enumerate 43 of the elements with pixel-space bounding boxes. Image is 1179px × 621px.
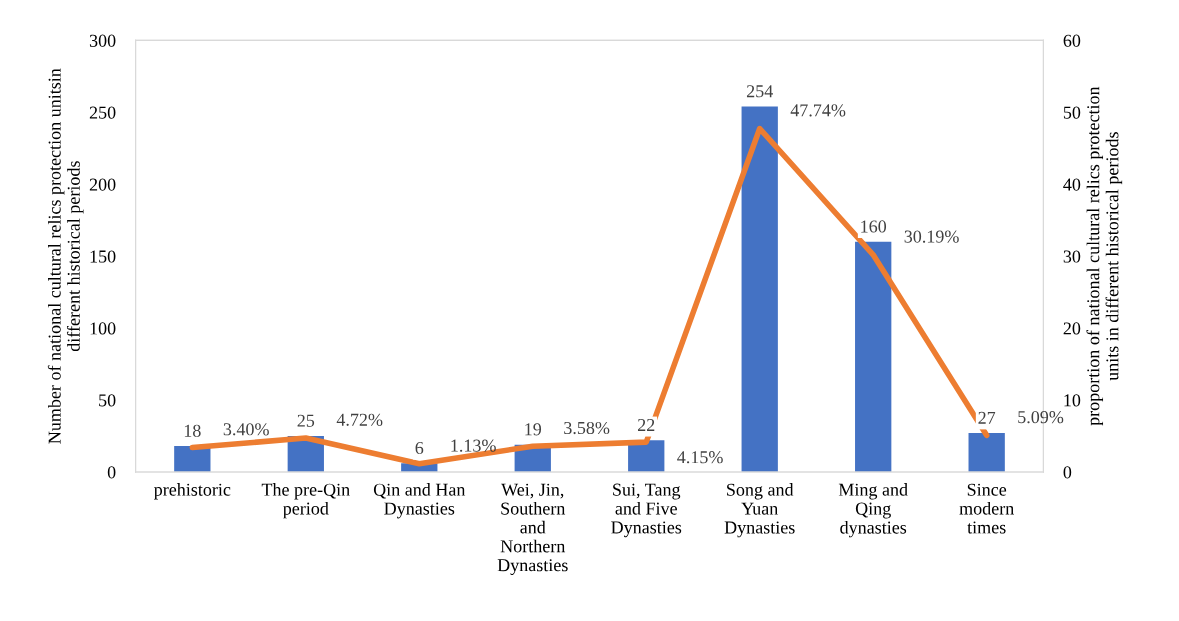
data-label: 4.15% (677, 451, 723, 464)
y2-tick-label: 60 (1063, 34, 1081, 47)
data-label: 18 (184, 424, 201, 437)
x-tick-label: Sui, Tang and Five Dynasties (611, 483, 682, 538)
y2-tick-label: 40 (1063, 178, 1081, 191)
data-label: 3.58% (564, 421, 610, 435)
bar (855, 241, 892, 472)
data-label: 1.13% (451, 439, 496, 452)
y-tick-label: 50 (99, 394, 116, 407)
y2-tick-label: 0 (1063, 466, 1072, 479)
data-label: 160 (861, 220, 887, 233)
data-label: 22 (638, 418, 655, 431)
y2-tick-label: 50 (1063, 106, 1081, 119)
data-label: 30.19% (904, 230, 959, 243)
data-label: 4.72% (336, 413, 383, 426)
y2-tick-label: 30 (1063, 250, 1081, 263)
x-tick-label: The pre-Qin period (261, 483, 350, 519)
bar (741, 106, 778, 472)
x-tick-label: Ming and Qing dynasties (838, 483, 908, 538)
x-tick-label: Qin and Han Dynasties (373, 483, 466, 519)
x-tick-label: Wei, Jin, Southern and Northern Dynasties (497, 483, 568, 576)
data-label: 6 (415, 441, 424, 455)
y-tick-label: 150 (90, 250, 116, 263)
x-tick-label: Song and Yuan Dynasties (724, 483, 795, 538)
y-tick-label: 250 (89, 106, 116, 119)
y-tick-label: 200 (89, 178, 116, 191)
data-label: 5.09% (1018, 411, 1064, 424)
data-label: 25 (297, 414, 315, 427)
bar (968, 433, 1005, 472)
data-label: 27 (978, 411, 996, 424)
data-label: 3.40% (223, 423, 269, 436)
data-label: 254 (746, 85, 773, 98)
y-tick-label: 0 (107, 466, 116, 479)
x-tick-label: prehistoric (154, 483, 231, 500)
data-label: 47.74% (790, 104, 846, 117)
x-tick-label: Since modern times (959, 483, 1014, 534)
y2-tick-label: 20 (1063, 322, 1081, 335)
y2-axis-title: proportion of national cultural relics protection units in different historical periods (1086, 86, 1123, 426)
y2-tick-label: 10 (1064, 394, 1081, 407)
y-axis-title: Number of national cultural relics protection unitsin different historical periods (47, 68, 84, 444)
y-tick-label: 300 (89, 34, 116, 47)
data-label: 19 (525, 423, 542, 436)
y-tick-label: 100 (90, 322, 116, 335)
